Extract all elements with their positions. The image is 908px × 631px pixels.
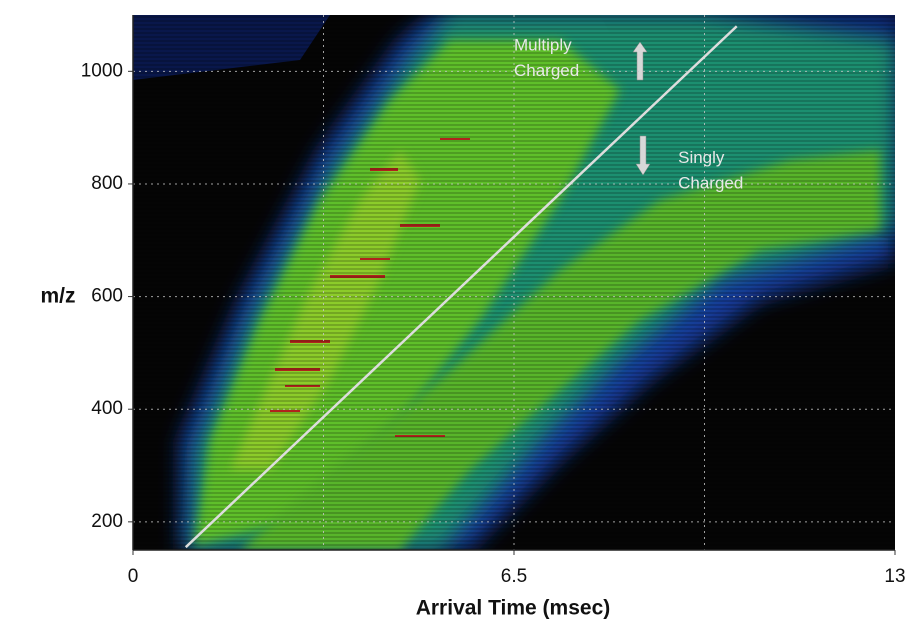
- axes: 200 400 600 800 1000 0 6.5 13 Multiply Charged Sin…: [81, 15, 906, 587]
- up-arrow: [632, 41, 648, 81]
- x-tick-label: 6.5: [501, 566, 527, 587]
- y-tick-label: 600: [91, 286, 123, 307]
- trend-line: [184, 25, 738, 549]
- y-axis-title: m/z: [40, 285, 75, 308]
- down-arrow: [635, 135, 651, 176]
- y-tick-label: 200: [91, 511, 123, 532]
- arrows: [632, 41, 651, 176]
- x-tick-label: 13: [884, 566, 905, 587]
- annotation: Singly: [678, 148, 725, 167]
- density-map: [133, 15, 895, 550]
- y-tick-label: 1000: [81, 60, 123, 81]
- y-tick-label: 400: [91, 398, 123, 419]
- annotation: Charged: [514, 61, 579, 80]
- streak-texture: [133, 15, 895, 550]
- x-axis-title: Arrival Time (msec): [416, 597, 611, 620]
- x-tick-label: 0: [128, 566, 139, 587]
- annotation: Charged: [678, 173, 743, 192]
- y-tick-label: 800: [91, 173, 123, 194]
- annotation: Multiply: [514, 35, 572, 54]
